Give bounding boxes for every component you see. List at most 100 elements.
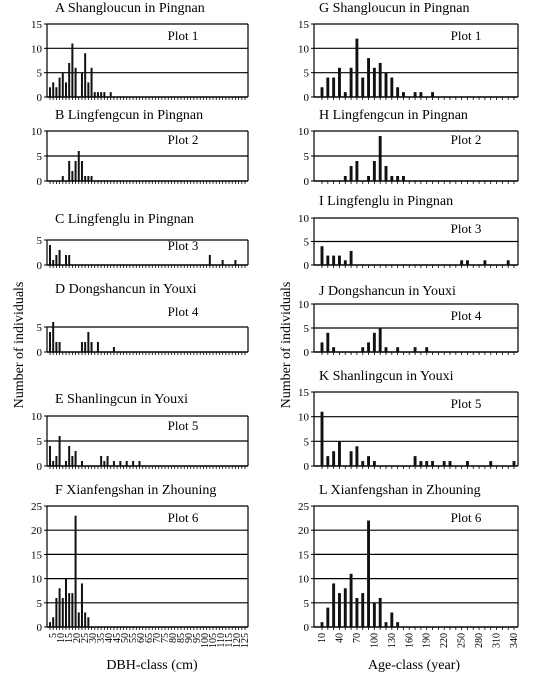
bar xyxy=(390,176,394,181)
x-tick-label: 190 xyxy=(422,633,433,648)
bar xyxy=(338,255,341,265)
x-tick-label: 80 xyxy=(168,633,179,643)
bar xyxy=(425,347,429,352)
panel-title: E Shanlingcun in Youxi xyxy=(55,392,188,407)
bar xyxy=(367,456,370,466)
bar xyxy=(84,612,87,627)
bar xyxy=(349,67,353,97)
bar xyxy=(372,67,376,97)
x-tick-label: 70 xyxy=(152,633,163,643)
y-tick-label: 0 xyxy=(304,461,310,473)
panel-title: J Dongshancun in Youxi xyxy=(319,284,456,299)
panel-title: A Shangloucun in Pingnan xyxy=(55,1,205,16)
y-tick-label: 0 xyxy=(37,260,43,272)
bar xyxy=(512,461,516,466)
y-tick-label: 0 xyxy=(304,260,310,272)
panel-i: 0 5 10 I Lingfenglu in Pingnan Plot 3 xyxy=(298,194,519,272)
panel-title: F Xianfengshan in Zhouning xyxy=(55,483,216,498)
x-tick-label: 40 xyxy=(334,633,345,643)
panel-title: B Lingfengcun in Pingnan xyxy=(55,108,203,123)
bar xyxy=(466,260,469,265)
bar xyxy=(132,461,135,466)
panel-c: 0 5 C Lingfenglu in Pingnan Plot 3 xyxy=(37,212,249,272)
bar xyxy=(71,456,74,466)
x-tick-label: 40 xyxy=(104,633,115,643)
x-tick-label: 340 xyxy=(509,633,520,648)
bar xyxy=(338,593,341,627)
right-y-axis-label: Number of individuals xyxy=(279,282,294,409)
bar xyxy=(343,92,347,97)
bar xyxy=(361,593,365,627)
bar xyxy=(372,461,376,466)
panel-title: C Lingfenglu in Pingnan xyxy=(55,212,194,227)
panel-g: 0 5 10 15 G Shangloucun in Pingnan Plot 1 xyxy=(298,1,519,104)
panel-title: L Xianfengshan in Zhouning xyxy=(319,483,481,498)
bar xyxy=(68,161,71,181)
x-tick-label: 115 xyxy=(224,633,235,648)
x-tick-label: 220 xyxy=(439,633,450,648)
plot-label: Plot 3 xyxy=(168,238,199,253)
bar xyxy=(80,72,83,97)
y-tick-label: 0 xyxy=(304,92,310,104)
x-tick-label: 30 xyxy=(88,633,99,643)
bar xyxy=(320,246,324,265)
y-tick-label: 10 xyxy=(31,126,43,138)
bar xyxy=(55,597,58,627)
y-tick-label: 5 xyxy=(304,436,310,448)
plot-label: Plot 1 xyxy=(168,28,199,43)
x-tick-label: 120 xyxy=(232,633,243,648)
bar xyxy=(109,92,112,97)
plot-label: Plot 6 xyxy=(451,510,482,525)
bar xyxy=(413,456,417,466)
bar xyxy=(103,92,106,97)
bar xyxy=(343,588,347,627)
bar xyxy=(343,260,347,265)
bar xyxy=(103,461,106,466)
bar xyxy=(74,451,77,466)
bar xyxy=(332,255,336,265)
panel-d: 0 5 D Dongshancun in Youxi Plot 4 xyxy=(37,282,249,359)
y-tick-label: 5 xyxy=(304,68,310,80)
bar xyxy=(52,461,55,466)
bar xyxy=(326,456,330,466)
plot-label: Plot 4 xyxy=(451,308,482,323)
bar xyxy=(378,62,382,97)
bar xyxy=(489,461,493,466)
bar xyxy=(96,92,99,97)
x-tick-label: 35 xyxy=(96,633,107,643)
panel-title: I Lingfenglu in Pingnan xyxy=(319,194,453,209)
bar xyxy=(384,72,388,97)
x-tick-label: 130 xyxy=(387,633,398,648)
bar xyxy=(355,597,359,627)
left-x-axis-label: DBH-class (cm) xyxy=(106,658,198,673)
y-tick-label: 5 xyxy=(37,68,43,80)
bar xyxy=(87,332,90,352)
x-tick-label: 105 xyxy=(208,633,219,648)
bar xyxy=(361,77,365,97)
plot-label: Plot 3 xyxy=(451,221,482,236)
x-tick-label: 10 xyxy=(317,633,328,643)
bar xyxy=(431,92,434,97)
bar xyxy=(84,53,87,97)
bar xyxy=(74,515,77,627)
bar xyxy=(349,573,353,627)
bar xyxy=(68,255,71,265)
bar xyxy=(80,583,83,627)
x-tick-label: 15 xyxy=(64,633,75,643)
panel-h: 0 5 10 H Lingfengcun in Pingnan Plot 2 xyxy=(298,108,519,188)
y-tick-label: 5 xyxy=(304,237,310,249)
bar xyxy=(332,347,336,352)
bar xyxy=(384,347,388,352)
bar xyxy=(64,82,67,97)
bar xyxy=(49,622,51,627)
bar xyxy=(396,347,400,352)
bar xyxy=(84,342,87,352)
y-tick-label: 10 xyxy=(298,574,310,586)
bar xyxy=(87,617,90,627)
bar xyxy=(55,87,58,97)
bar xyxy=(71,171,74,181)
y-tick-label: 10 xyxy=(298,43,310,55)
bar xyxy=(68,62,71,97)
panel-k: 0 5 10 15 K Shanlingcun in Youxi Plot 5 xyxy=(298,369,519,473)
